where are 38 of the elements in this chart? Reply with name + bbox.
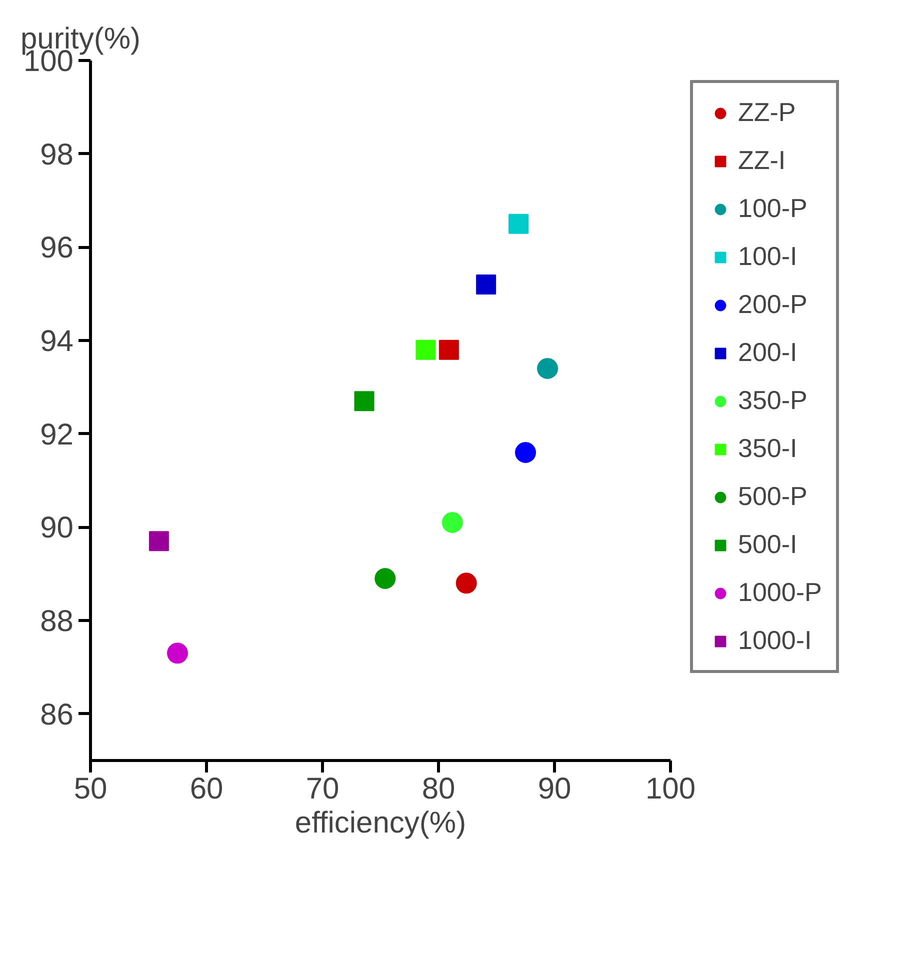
legend-label: 500-I: [738, 529, 798, 560]
y-tick-label: 94: [40, 325, 74, 358]
x-tick-label: 70: [306, 772, 340, 806]
point: [476, 274, 496, 294]
point: [442, 512, 463, 533]
legend-label: 350-I: [738, 433, 798, 464]
legend-label: 200-I: [738, 337, 798, 368]
y-tick-label: 98: [40, 138, 74, 172]
x-tick-label: 100: [645, 772, 696, 806]
y-tick-label: 90: [40, 512, 74, 545]
point: [416, 340, 436, 360]
y-tick-label: 86: [40, 698, 74, 732]
legend-label: ZZ-I: [738, 145, 786, 176]
point: [167, 642, 188, 664]
point: [515, 442, 536, 463]
point: [438, 340, 459, 360]
legend-label: 1000-I: [738, 625, 812, 656]
legend-label: 100-P: [738, 193, 808, 224]
x-tick-label: 90: [538, 772, 572, 806]
y-tick-label: 88: [40, 605, 74, 638]
x-tick-label: 80: [422, 772, 456, 806]
legend-label: 200-P: [738, 289, 808, 320]
point: [456, 572, 477, 594]
point: [537, 358, 558, 379]
y-tick-label: 96: [40, 232, 74, 265]
point: [148, 531, 169, 552]
legend-label: 500-P: [738, 481, 808, 512]
legend-label: 350-P: [738, 385, 808, 416]
y-tick-label: 92: [40, 418, 74, 452]
legend-label: 1000-P: [738, 577, 822, 608]
x-tick-label: 60: [190, 772, 224, 806]
point: [374, 568, 396, 589]
legend-label: 100-I: [738, 241, 798, 272]
x-axis-title: efficiency(%): [294, 806, 466, 840]
point: [508, 214, 529, 234]
legend-label: ZZ-P: [738, 97, 796, 128]
x-tick-label: 50: [74, 772, 108, 806]
point: [354, 391, 374, 412]
